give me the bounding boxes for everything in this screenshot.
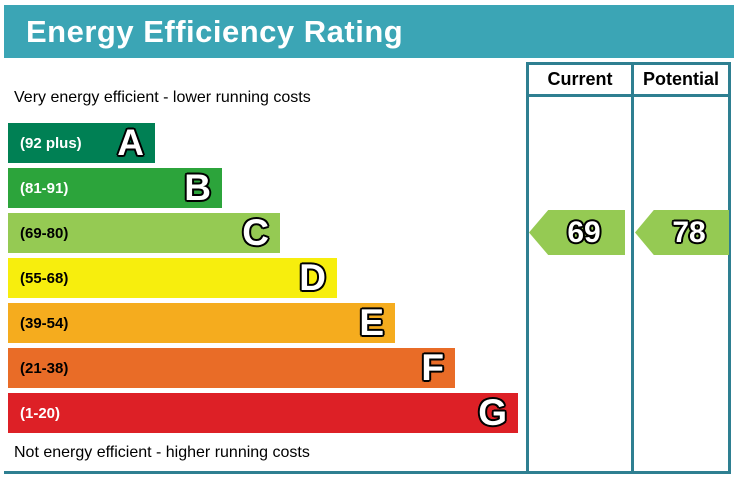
band-letter: E bbox=[359, 302, 384, 343]
potential-rating-left-arrow-icon: 78 bbox=[635, 210, 729, 255]
current-rating-value: 69 bbox=[567, 215, 601, 249]
band-letter: A bbox=[117, 122, 144, 163]
title-bar: Energy Efficiency Rating bbox=[4, 5, 734, 58]
band-range-label: (69-80) bbox=[20, 224, 69, 242]
rating-bands: (92 plus) A (81-91) B (69-80) C (55-68) … bbox=[8, 123, 518, 433]
grid-vline-right bbox=[728, 62, 731, 474]
band-row-b: (81-91) B bbox=[8, 168, 222, 208]
current-rating-left-arrow-icon: 69 bbox=[529, 210, 625, 255]
band-range-label: (21-38) bbox=[20, 359, 69, 377]
grid-vline-left bbox=[526, 62, 529, 474]
top-note: Very energy efficient - lower running co… bbox=[14, 89, 311, 106]
band-row-a: (92 plus) A bbox=[8, 123, 155, 163]
grid-hline-header bbox=[526, 94, 731, 97]
band-row-c: (69-80) C bbox=[8, 213, 280, 253]
band-letter: B bbox=[184, 167, 211, 208]
band-range-label: (55-68) bbox=[20, 269, 69, 287]
bottom-note: Not energy efficient - higher running co… bbox=[14, 444, 310, 461]
potential-rating-value: 78 bbox=[672, 215, 706, 249]
band-range-label: (1-20) bbox=[20, 404, 61, 422]
band-row-e: (39-54) E bbox=[8, 303, 395, 343]
band-range-label: (39-54) bbox=[20, 314, 69, 332]
band-row-f: (21-38) F bbox=[8, 348, 455, 388]
band-range-label: (81-91) bbox=[20, 179, 69, 197]
grid-hline-top bbox=[526, 62, 731, 65]
grid-hline-bottom bbox=[4, 471, 731, 474]
band-letter: F bbox=[421, 347, 444, 388]
band-letter: D bbox=[299, 257, 326, 298]
band-row-g: (1-20) G bbox=[8, 393, 518, 433]
column-header-potential: Potential bbox=[642, 69, 719, 89]
column-header-current: Current bbox=[547, 69, 613, 89]
grid-vline-middle bbox=[631, 62, 634, 474]
page-title: Energy Efficiency Rating bbox=[26, 13, 404, 49]
band-range-label: (92 plus) bbox=[20, 134, 82, 152]
band-letter: C bbox=[242, 212, 269, 253]
band-row-d: (55-68) D bbox=[8, 258, 337, 298]
band-letter: G bbox=[478, 392, 507, 433]
